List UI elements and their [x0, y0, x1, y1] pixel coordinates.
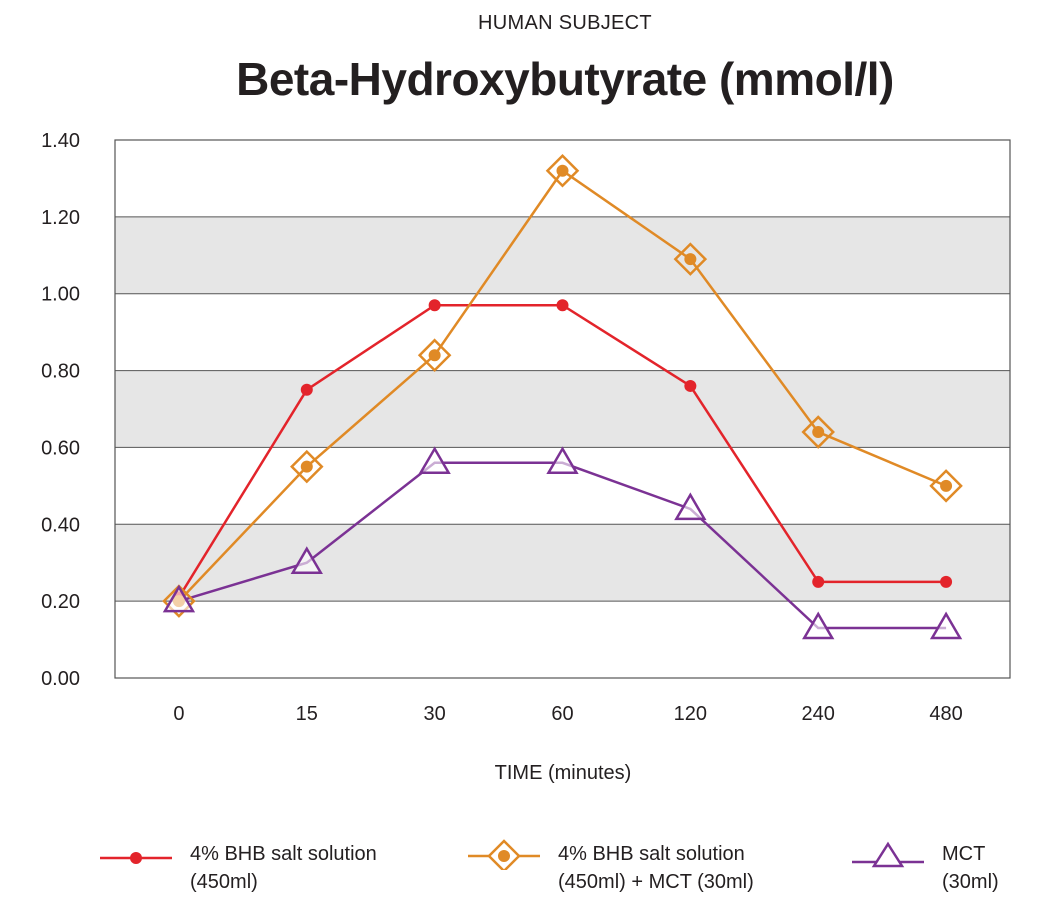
plot-frame [114, 139, 1011, 679]
data-point-diamond [417, 338, 452, 372]
x-tick-label: 480 [929, 703, 962, 725]
x-tick-label: 15 [296, 703, 318, 725]
legend-label-bhb-salt: 4% BHB salt solution (450ml) [190, 843, 377, 893]
chart-title: Beta-Hydroxybutyrate (mmol/l) [236, 53, 894, 105]
data-point-diamond [545, 153, 580, 188]
legend-label-mct: MCT (30ml) [942, 843, 999, 893]
legend-label-bhb-salt-mct: 4% BHB salt solution (450ml) + MCT (30ml… [558, 843, 754, 893]
y-tick-label: 0.60 [41, 437, 80, 459]
data-point-triangle [290, 546, 323, 574]
data-point-diamond [162, 584, 196, 618]
data-point-triangle [418, 446, 451, 475]
orange-diamond-line-icon [468, 839, 540, 870]
data-point-diamond [290, 449, 324, 484]
data-point-diamond-center [812, 426, 825, 439]
y-tick-label: 0.00 [41, 668, 80, 690]
chart-subtitle: HUMAN SUBJECT [478, 12, 652, 34]
data-point-diamond-center [556, 164, 569, 177]
data-point-dot [300, 383, 313, 396]
data-point-dot [556, 299, 569, 312]
data-point-diamond [929, 469, 963, 503]
data-point-triangle [802, 611, 835, 640]
x-tick-label: 120 [674, 703, 707, 725]
data-point-dot [428, 299, 441, 312]
data-point-diamond [673, 242, 708, 276]
y-tick-label: 1.20 [41, 207, 80, 229]
data-point-dot [684, 379, 697, 392]
grid-band [115, 524, 1010, 602]
data-point-diamond-center [300, 460, 313, 473]
data-point-triangle [929, 611, 963, 640]
data-point-diamond [801, 415, 835, 449]
data-point-triangle [546, 446, 579, 475]
data-point-triangle [162, 584, 196, 613]
y-tick-label: 0.20 [41, 591, 80, 613]
purple-triangle-line-icon [852, 841, 924, 868]
y-tick-label: 1.40 [41, 130, 80, 152]
x-tick-label: 0 [173, 703, 184, 725]
x-tick-label: 30 [424, 703, 446, 725]
data-point-dot [940, 575, 953, 588]
data-point-diamond-center [940, 479, 953, 492]
grid-band [115, 370, 1010, 448]
data-point-dot [812, 575, 825, 588]
y-tick-label: 0.80 [41, 361, 80, 383]
y-tick-label: 0.40 [41, 514, 80, 536]
grid-band [115, 216, 1010, 294]
data-point-diamond-center [428, 349, 441, 362]
x-tick-label: 60 [551, 703, 573, 725]
red-dot-line-icon [100, 852, 172, 864]
x-tick-label: 240 [802, 703, 835, 725]
x-axis-label: TIME (minutes) [494, 762, 632, 784]
y-tick-label: 1.00 [41, 284, 80, 306]
data-point-diamond-center [684, 253, 697, 266]
data-point-triangle [674, 492, 707, 521]
